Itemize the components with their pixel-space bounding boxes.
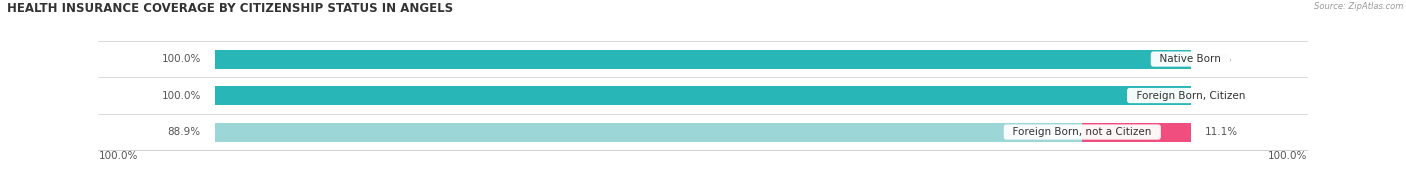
Bar — [1083, 122, 1191, 142]
Text: 100.0%: 100.0% — [162, 90, 201, 101]
Bar — [215, 50, 1191, 69]
Text: 100.0%: 100.0% — [1268, 151, 1308, 161]
Text: 0.0%: 0.0% — [1205, 54, 1232, 64]
Bar — [215, 122, 1191, 142]
Bar — [215, 86, 1191, 105]
Text: 100.0%: 100.0% — [98, 151, 138, 161]
Bar — [215, 50, 1191, 69]
Text: Source: ZipAtlas.com: Source: ZipAtlas.com — [1313, 2, 1403, 11]
Text: Foreign Born, Citizen: Foreign Born, Citizen — [1129, 90, 1251, 101]
Text: 0.0%: 0.0% — [1205, 90, 1232, 101]
Bar — [215, 86, 1191, 105]
Text: 88.9%: 88.9% — [167, 127, 201, 137]
Text: 11.1%: 11.1% — [1205, 127, 1239, 137]
Text: Native Born: Native Born — [1153, 54, 1227, 64]
Text: Foreign Born, not a Citizen: Foreign Born, not a Citizen — [1007, 127, 1159, 137]
Bar — [215, 122, 1083, 142]
Text: 100.0%: 100.0% — [162, 54, 201, 64]
Text: HEALTH INSURANCE COVERAGE BY CITIZENSHIP STATUS IN ANGELS: HEALTH INSURANCE COVERAGE BY CITIZENSHIP… — [7, 2, 453, 15]
